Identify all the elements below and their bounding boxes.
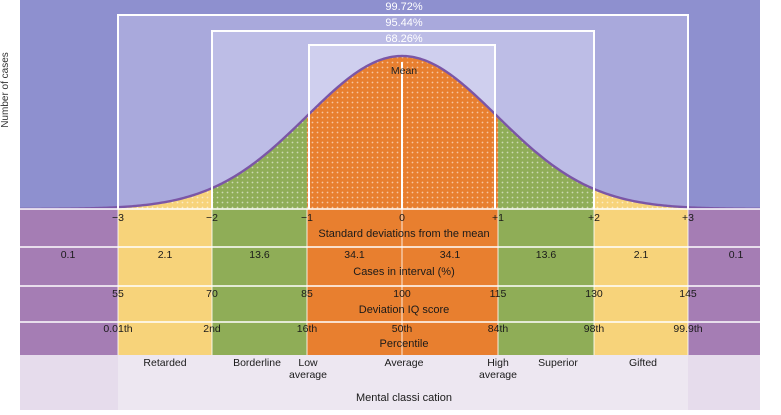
iq-value: 85 bbox=[301, 288, 313, 300]
band-cell bbox=[498, 247, 594, 286]
classification-label: Gifted bbox=[629, 357, 657, 369]
iq-value: 100 bbox=[393, 288, 411, 300]
percent-label-2: 95.44% bbox=[385, 17, 423, 29]
sd-value: −2 bbox=[206, 212, 218, 224]
percentile-value: 0.01th bbox=[103, 323, 132, 335]
band-cell bbox=[402, 247, 498, 286]
percentile-value: 16th bbox=[297, 323, 318, 335]
band-cell bbox=[118, 322, 212, 355]
sd-value: +3 bbox=[682, 212, 694, 224]
band-cell bbox=[498, 286, 594, 322]
cases-value: 34.1 bbox=[344, 249, 365, 261]
band-cell bbox=[594, 209, 688, 247]
bracket-2 bbox=[211, 30, 595, 209]
percent-label-3: 68.26% bbox=[385, 33, 423, 45]
classification-inner bbox=[118, 355, 688, 410]
classification-caption: Mental classi cation bbox=[356, 392, 452, 404]
sd-value: −1 bbox=[301, 212, 313, 224]
classification-label: Average bbox=[385, 357, 424, 369]
cases-caption: Cases in interval (%) bbox=[353, 266, 454, 278]
iq-value: 130 bbox=[585, 288, 603, 300]
percent-label-1: 99.72% bbox=[385, 1, 423, 13]
band-cell bbox=[307, 209, 402, 247]
sd-value: 0 bbox=[399, 212, 405, 224]
mean-label: Mean bbox=[391, 65, 417, 77]
band-cell bbox=[118, 286, 212, 322]
band-cell bbox=[307, 322, 402, 355]
band-cell bbox=[402, 286, 498, 322]
band-cell bbox=[212, 322, 307, 355]
bracket-1 bbox=[117, 14, 689, 209]
band-cell bbox=[594, 322, 688, 355]
percentile-value: 2nd bbox=[203, 323, 221, 335]
classification-label: Retarded bbox=[143, 357, 186, 369]
cases-value: 2.1 bbox=[634, 249, 649, 261]
band-cell bbox=[212, 286, 307, 322]
percentile-value: 99.9th bbox=[673, 323, 702, 335]
band-cell bbox=[498, 209, 594, 247]
bell-curve-line bbox=[20, 54, 761, 211]
percentile-value: 84th bbox=[488, 323, 509, 335]
band-cell bbox=[594, 286, 688, 322]
y-axis-label: Number of cases bbox=[0, 52, 11, 128]
classification-label: Low bbox=[298, 357, 318, 369]
classification-label: Borderline bbox=[233, 357, 281, 369]
band-cell bbox=[212, 247, 307, 286]
sd-value: +1 bbox=[492, 212, 504, 224]
sd-value: −3 bbox=[112, 212, 124, 224]
band-cell bbox=[594, 247, 688, 286]
sd-value: +2 bbox=[588, 212, 600, 224]
percentile-caption: Percentile bbox=[380, 338, 429, 350]
cases-value: 0.1 bbox=[61, 249, 76, 261]
band-cell bbox=[20, 209, 118, 247]
sd-caption: Standard deviations from the mean bbox=[318, 228, 489, 240]
cases-value: 13.6 bbox=[249, 249, 270, 261]
iq-value: 145 bbox=[679, 288, 697, 300]
percentile-value: 98th bbox=[584, 323, 605, 335]
band-cell bbox=[118, 247, 212, 286]
band-cell bbox=[212, 209, 307, 247]
iq-caption: Deviation IQ score bbox=[359, 304, 449, 316]
cases-value: 2.1 bbox=[158, 249, 173, 261]
classification-label: High bbox=[487, 357, 509, 369]
cases-value: 34.1 bbox=[440, 249, 461, 261]
percentile-value: 50th bbox=[392, 323, 413, 335]
band-cell bbox=[402, 322, 498, 355]
classification-label: average bbox=[289, 369, 327, 381]
band-cell bbox=[688, 209, 760, 247]
band-cell bbox=[307, 286, 402, 322]
band-cell bbox=[307, 247, 402, 286]
band-cell bbox=[118, 209, 212, 247]
classification-label: average bbox=[479, 369, 517, 381]
cases-value: 13.6 bbox=[536, 249, 557, 261]
bracket-3 bbox=[308, 44, 496, 209]
iq-value: 115 bbox=[490, 288, 507, 300]
band-cell bbox=[402, 209, 498, 247]
iq-value: 70 bbox=[206, 288, 218, 300]
band-cell bbox=[498, 322, 594, 355]
classification-label: Superior bbox=[538, 357, 578, 369]
cases-value: 0.1 bbox=[729, 249, 744, 261]
iq-value: 55 bbox=[112, 288, 124, 300]
